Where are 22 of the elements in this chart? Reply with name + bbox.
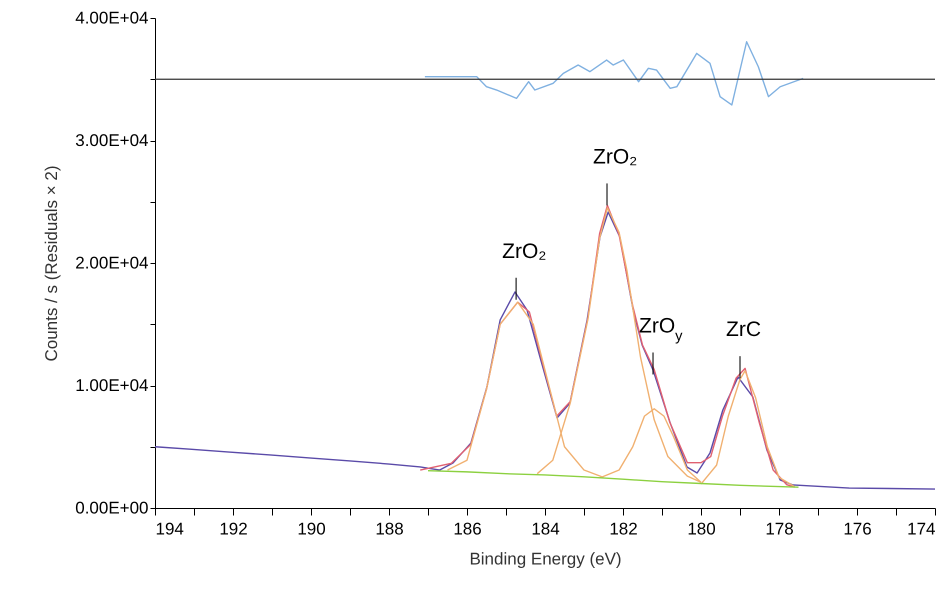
x-tick-label: 194 [156, 520, 184, 538]
y-tick-label: 2.00E+04 [75, 254, 148, 272]
annotation: ZrO$_{y}$ [639, 314, 684, 344]
x-axis-title: Binding Energy (eV) [469, 550, 622, 568]
y-tick-label: 3.00E+04 [75, 131, 148, 150]
y-tick-label: 4.00E+04 [75, 8, 148, 28]
x-tick-label: 188 [375, 520, 404, 538]
y-tick-label: 0.00E+00 [75, 498, 148, 518]
x-tick-label: 174 [907, 520, 936, 538]
annotation: ZrC [726, 318, 761, 342]
x-tick-label: 192 [219, 520, 248, 538]
x-tick-label: 190 [297, 520, 326, 538]
x-tick-label: 180 [687, 520, 716, 538]
annotation: ZrO₂ [502, 240, 546, 263]
y-axis-title: Counts / s (Residuals × 2) [42, 165, 62, 362]
x-tick-label: 186 [453, 520, 482, 538]
x-tick-label: 182 [609, 520, 638, 538]
y-tick-label: 1.00E+04 [75, 376, 148, 395]
x-tick-label: 184 [531, 520, 560, 538]
x-tick-label: 178 [765, 520, 794, 538]
annotation: ZrO₂ [593, 145, 638, 168]
x-tick-label: 176 [843, 520, 872, 538]
